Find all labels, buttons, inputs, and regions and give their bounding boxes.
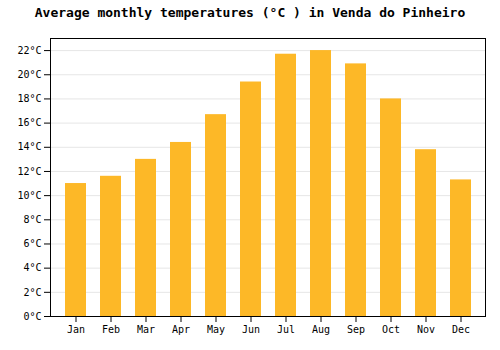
- svg-text:Mar: Mar: [137, 324, 155, 335]
- svg-text:4°C: 4°C: [23, 262, 41, 273]
- svg-text:16°C: 16°C: [17, 117, 41, 128]
- svg-text:Feb: Feb: [102, 324, 120, 335]
- svg-text:0°C: 0°C: [23, 311, 41, 322]
- svg-text:10°C: 10°C: [17, 190, 41, 201]
- svg-text:6°C: 6°C: [23, 238, 41, 249]
- svg-text:May: May: [207, 324, 225, 335]
- svg-text:2°C: 2°C: [23, 287, 41, 298]
- html-text:Average monthly temperatures (: Average monthly temperatures (°C ) in Ve…: [34, 5, 466, 20]
- svg-text:Sep: Sep: [347, 324, 365, 335]
- svg-text:Oct: Oct: [382, 324, 400, 335]
- svg-text:Apr: Apr: [172, 324, 190, 335]
- svg-text:18°C: 18°C: [17, 93, 41, 104]
- svg-text:Aug: Aug: [312, 324, 330, 335]
- svg-text:Dec: Dec: [452, 324, 470, 335]
- svg-text:8°C: 8°C: [23, 214, 41, 225]
- svg-text:Jan: Jan: [67, 324, 85, 335]
- svg-text:12°C: 12°C: [17, 166, 41, 177]
- svg-text:Jul: Jul: [277, 324, 295, 335]
- svg-text:22°C: 22°C: [17, 45, 41, 56]
- svg-text:14°C: 14°C: [17, 141, 41, 152]
- svg-text:20°C: 20°C: [17, 69, 41, 80]
- svg-text:Nov: Nov: [417, 324, 435, 335]
- svg-text:Jun: Jun: [242, 324, 260, 335]
